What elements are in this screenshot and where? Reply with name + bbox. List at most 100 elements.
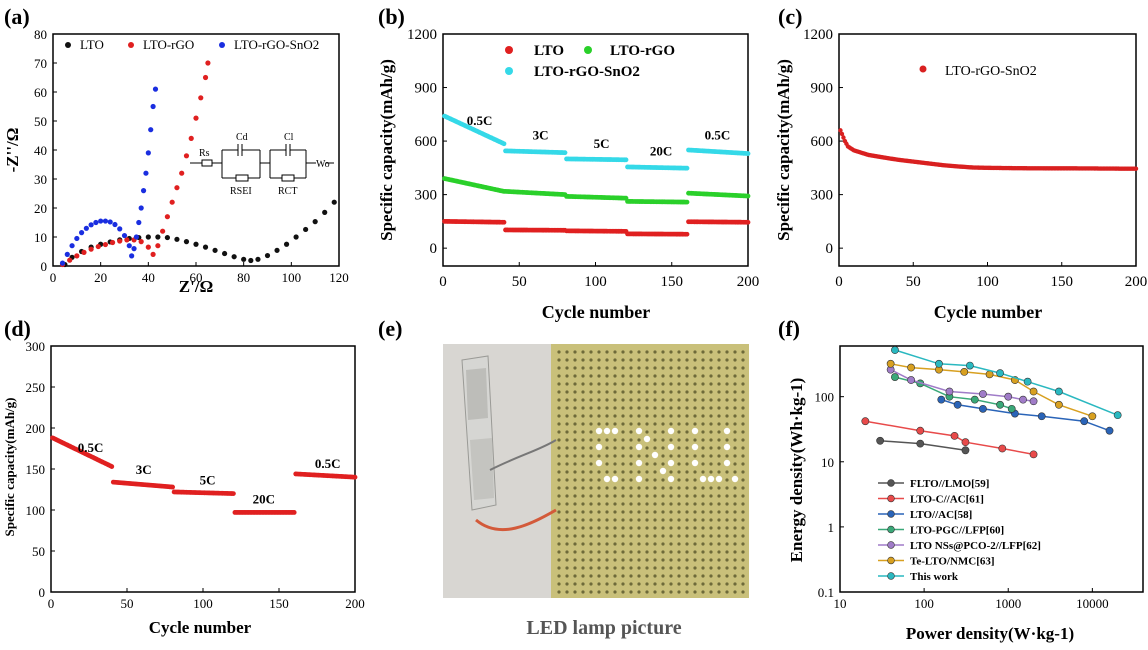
- board-hole: [693, 542, 697, 546]
- led-dot: [691, 459, 699, 467]
- data-point: [124, 237, 130, 243]
- board-hole: [573, 350, 577, 354]
- board-hole: [621, 558, 625, 562]
- data-point: [74, 235, 80, 242]
- data-point: [745, 219, 751, 225]
- board-hole: [557, 374, 561, 378]
- led-dot: [603, 427, 611, 435]
- board-hole: [565, 430, 569, 434]
- board-hole: [637, 350, 641, 354]
- board-hole: [669, 422, 673, 426]
- board-hole: [661, 350, 665, 354]
- board-hole: [629, 550, 633, 554]
- data-point: [164, 234, 170, 241]
- board-hole: [685, 390, 689, 394]
- data-point: [140, 188, 147, 194]
- board-hole: [701, 494, 705, 498]
- board-hole: [677, 518, 681, 522]
- board-hole: [565, 366, 569, 370]
- board-hole: [693, 566, 697, 570]
- led-lights: [595, 427, 739, 483]
- board-hole: [677, 382, 681, 386]
- board-hole: [709, 534, 713, 538]
- board-hole: [725, 350, 729, 354]
- board-hole: [733, 470, 737, 474]
- board-hole: [669, 582, 673, 586]
- board-hole: [621, 494, 625, 498]
- board-hole: [709, 350, 713, 354]
- x-axis-title-f: Power density(W·kg-1): [906, 624, 1074, 643]
- board-hole: [733, 558, 737, 562]
- board-hole: [701, 446, 705, 450]
- board-hole: [637, 566, 641, 570]
- data-point: [961, 446, 970, 455]
- board-hole: [565, 486, 569, 490]
- board-hole: [573, 462, 577, 466]
- data-point: [155, 234, 161, 240]
- board-hole: [645, 550, 649, 554]
- board-hole: [717, 350, 721, 354]
- board-hole: [709, 590, 713, 594]
- legend-label-lto-rgo-sno2: LTO-rGO-SnO2: [234, 37, 319, 52]
- board-hole: [733, 382, 737, 386]
- board-hole: [605, 366, 609, 370]
- y-tick-label: 900: [415, 81, 438, 97]
- board-hole: [613, 398, 617, 402]
- inset-label-cd: Cd: [236, 132, 248, 143]
- data-point: [231, 491, 236, 496]
- board-hole: [677, 430, 681, 434]
- rate-labels-d: 0.5C 3C 5C 20C 0.5C: [78, 440, 341, 507]
- data-point: [107, 219, 113, 225]
- board-hole: [613, 558, 617, 562]
- board-hole: [613, 518, 617, 522]
- data-point: [131, 246, 137, 252]
- board-hole: [669, 350, 673, 354]
- board-hole: [637, 382, 641, 386]
- board-hole: [741, 398, 745, 402]
- board-hole: [733, 430, 737, 434]
- board-hole: [597, 534, 601, 538]
- board-hole: [645, 494, 649, 498]
- data-point: [202, 244, 209, 250]
- board-hole: [725, 574, 729, 578]
- data-point: [283, 241, 290, 247]
- rate-label: 0.5C: [315, 456, 341, 471]
- x-tick-label: 100: [914, 596, 934, 611]
- board-hole: [637, 534, 641, 538]
- data-point: [998, 444, 1007, 453]
- board-hole: [565, 582, 569, 586]
- board-hole: [725, 510, 729, 514]
- board-hole: [581, 574, 585, 578]
- board-hole: [605, 542, 609, 546]
- data-point: [102, 218, 109, 224]
- data-point: [876, 436, 885, 445]
- board-hole: [557, 366, 561, 370]
- board-hole: [613, 374, 617, 378]
- board-hole: [573, 414, 577, 418]
- chart-marks-d: [50, 435, 358, 515]
- board-hole: [717, 438, 721, 442]
- board-hole: [677, 510, 681, 514]
- board-hole: [741, 454, 745, 458]
- board-hole: [565, 518, 569, 522]
- y-tick-label: 40: [34, 143, 47, 158]
- board-hole: [733, 486, 737, 490]
- board-hole: [597, 406, 601, 410]
- board-hole: [653, 462, 657, 466]
- board-hole: [701, 422, 705, 426]
- board-hole: [709, 494, 713, 498]
- data-point: [150, 103, 156, 110]
- board-hole: [693, 478, 697, 482]
- board-hole: [741, 534, 745, 538]
- panel-c: (c) 0 50 100 150 200 0 300 600 900 1200 Cycle num…: [774, 4, 1147, 322]
- board-hole: [733, 438, 737, 442]
- board-hole: [621, 406, 625, 410]
- board-hole: [581, 534, 585, 538]
- board-hole: [557, 470, 561, 474]
- panel-letter-a: (a): [4, 4, 30, 29]
- board-hole: [637, 558, 641, 562]
- board-hole: [701, 510, 705, 514]
- board-hole: [629, 366, 633, 370]
- x-axis-title-b: Cycle number: [542, 302, 650, 322]
- board-hole: [733, 414, 737, 418]
